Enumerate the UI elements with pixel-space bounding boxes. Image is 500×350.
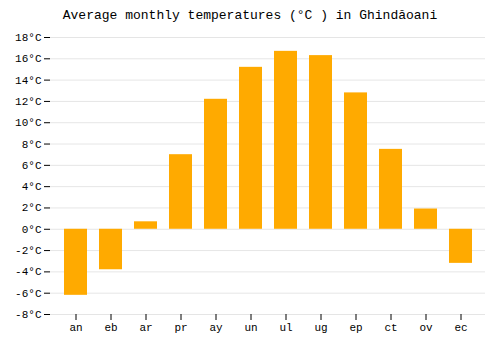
svg-text:ay: ay (209, 322, 223, 334)
svg-text:16°C: 16°C (15, 53, 42, 65)
svg-text:2°C: 2°C (22, 202, 42, 214)
svg-text:ec: ec (454, 322, 467, 334)
svg-text:ul: ul (279, 322, 292, 334)
svg-text:an: an (69, 322, 82, 334)
svg-text:12°C: 12°C (15, 96, 42, 108)
svg-text:18°C: 18°C (15, 32, 42, 44)
svg-text:ep: ep (349, 322, 362, 334)
svg-text:14°C: 14°C (15, 75, 42, 87)
svg-text:4°C: 4°C (22, 181, 42, 193)
svg-text:eb: eb (104, 322, 117, 334)
svg-text:-8°C: -8°C (15, 309, 42, 321)
svg-text:-4°C: -4°C (15, 266, 42, 278)
svg-text:8°C: 8°C (22, 139, 42, 151)
svg-text:ov: ov (419, 322, 433, 334)
svg-text:10°C: 10°C (15, 117, 42, 129)
svg-text:ct: ct (384, 322, 397, 334)
svg-text:6°C: 6°C (22, 160, 42, 172)
html-text:Average monthly temperatures (: Average monthly temperatures (°C ) in Gh… (62, 8, 438, 23)
svg-text:-6°C: -6°C (15, 288, 42, 300)
svg-text:pr: pr (174, 322, 187, 334)
svg-text:un: un (244, 322, 257, 334)
svg-text:-2°C: -2°C (15, 245, 42, 257)
svg-text:ug: ug (314, 322, 327, 334)
svg-text:0°C: 0°C (22, 224, 42, 236)
svg-text:ar: ar (139, 322, 152, 334)
